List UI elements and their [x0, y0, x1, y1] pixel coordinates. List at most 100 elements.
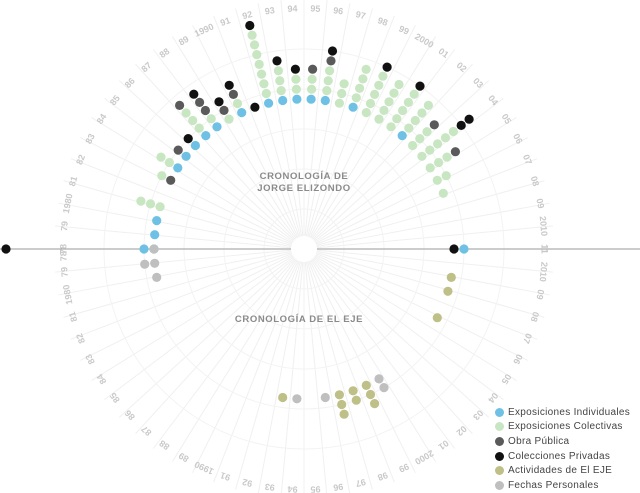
event-dot-eje[interactable] — [278, 392, 288, 403]
event-dot-individuales[interactable] — [320, 95, 330, 106]
event-dot-colectivas[interactable] — [441, 171, 451, 181]
event-dot-colectivas[interactable] — [409, 89, 419, 99]
event-dot-colectivas[interactable] — [325, 66, 335, 76]
event-dot-colectivas[interactable] — [261, 88, 271, 99]
event-dot-colectivas[interactable] — [358, 74, 368, 84]
event-dot-personales[interactable] — [149, 244, 159, 254]
event-dot-colectivas[interactable] — [379, 105, 389, 115]
event-dot-privadas[interactable] — [183, 134, 193, 144]
event-dot-eje[interactable] — [348, 386, 358, 396]
event-dot-privadas[interactable] — [456, 120, 466, 130]
event-dot-colectivas[interactable] — [370, 89, 380, 99]
event-dot-colectivas[interactable] — [423, 100, 433, 110]
event-dot-colectivas[interactable] — [157, 171, 167, 181]
event-dot-colectivas[interactable] — [254, 59, 264, 69]
legend-item-privadas[interactable]: Colecciones Privadas — [495, 449, 640, 464]
event-dot-personales[interactable] — [379, 383, 389, 393]
event-dot-individuales[interactable] — [397, 131, 407, 141]
event-dot-individuales[interactable] — [237, 108, 247, 118]
event-dot-colectivas[interactable] — [438, 188, 448, 198]
event-dot-privadas[interactable] — [214, 97, 224, 107]
event-dot-individuales[interactable] — [459, 244, 469, 254]
event-dot-colectivas[interactable] — [252, 50, 262, 60]
event-dot-colectivas[interactable] — [188, 115, 198, 126]
event-dot-colectivas[interactable] — [365, 98, 376, 109]
event-dot-colectivas[interactable] — [374, 114, 384, 124]
event-dot-colectivas[interactable] — [425, 163, 435, 173]
event-dot-individuales[interactable] — [201, 131, 211, 141]
event-dot-personales[interactable] — [320, 392, 330, 403]
event-dot-individuales[interactable] — [212, 122, 222, 132]
event-dot-obra[interactable] — [308, 64, 318, 74]
event-dot-personales[interactable] — [140, 259, 150, 269]
event-dot-colectivas[interactable] — [291, 84, 301, 94]
event-dot-colectivas[interactable] — [433, 139, 443, 149]
event-dot-colectivas[interactable] — [273, 66, 283, 76]
legend-item-eje[interactable]: Actividades de El EJE — [495, 463, 640, 478]
event-dot-colectivas[interactable] — [156, 152, 166, 162]
event-dot-eje[interactable] — [334, 390, 344, 400]
legend-item-personales[interactable]: Fechas Personales — [495, 478, 640, 493]
event-dot-colectivas[interactable] — [257, 69, 267, 79]
event-dot-individuales[interactable] — [150, 230, 160, 240]
event-dot-personales[interactable] — [374, 374, 384, 384]
event-dot-obra[interactable] — [200, 105, 210, 116]
event-dot-individuales[interactable] — [278, 95, 288, 106]
event-dot-colectivas[interactable] — [404, 123, 414, 133]
event-dot-privadas[interactable] — [382, 62, 392, 72]
event-dot-colectivas[interactable] — [337, 88, 347, 99]
event-dot-colectivas[interactable] — [275, 76, 285, 86]
event-dot-colectivas[interactable] — [322, 86, 332, 96]
event-dot-colectivas[interactable] — [432, 175, 442, 185]
event-dot-colectivas[interactable] — [361, 108, 371, 118]
event-dot-privadas[interactable] — [327, 46, 338, 56]
event-dot-obra[interactable] — [175, 100, 185, 110]
event-dot-privadas[interactable] — [224, 80, 234, 90]
event-dot-obra[interactable] — [166, 175, 176, 185]
event-dot-individuales[interactable] — [306, 94, 316, 104]
event-dot-individuales[interactable] — [264, 98, 274, 108]
event-dot-colectivas[interactable] — [408, 140, 418, 151]
event-dot-colectivas[interactable] — [181, 108, 191, 118]
event-dot-privadas[interactable] — [464, 114, 474, 124]
event-dot-obra[interactable] — [219, 105, 229, 115]
event-dot-colectivas[interactable] — [249, 40, 260, 50]
event-dot-colectivas[interactable] — [378, 71, 388, 81]
event-dot-obra[interactable] — [228, 89, 238, 99]
event-dot-eje[interactable] — [365, 389, 376, 400]
event-dot-colectivas[interactable] — [155, 202, 165, 212]
event-dot-obra[interactable] — [326, 56, 336, 66]
event-dot-obra[interactable] — [429, 120, 439, 130]
legend-item-individuales[interactable]: Exposiciones Individuales — [495, 405, 640, 420]
event-dot-privadas[interactable] — [1, 244, 11, 254]
event-dot-individuales[interactable] — [190, 140, 200, 151]
event-dot-colectivas[interactable] — [384, 97, 394, 107]
event-dot-colectivas[interactable] — [392, 114, 402, 124]
event-dot-colectivas[interactable] — [422, 127, 432, 137]
event-dot-colectivas[interactable] — [361, 64, 371, 74]
event-dot-colectivas[interactable] — [415, 134, 425, 144]
event-dot-colectivas[interactable] — [410, 115, 420, 126]
event-dot-colectivas[interactable] — [389, 88, 399, 98]
event-dot-colectivas[interactable] — [386, 122, 396, 132]
event-dot-individuales[interactable] — [152, 216, 162, 226]
event-dot-colectivas[interactable] — [425, 145, 435, 155]
event-dot-personales[interactable] — [152, 272, 162, 282]
event-dot-eje[interactable] — [361, 380, 371, 390]
event-dot-colectivas[interactable] — [442, 152, 452, 162]
event-dot-individuales[interactable] — [181, 151, 191, 161]
event-dot-personales[interactable] — [292, 394, 302, 404]
event-dot-personales[interactable] — [150, 258, 160, 268]
event-dot-colectivas[interactable] — [323, 76, 333, 86]
event-dot-colectivas[interactable] — [394, 79, 404, 90]
event-dot-eje[interactable] — [351, 395, 361, 405]
event-dot-privadas[interactable] — [245, 20, 255, 31]
event-dot-colectivas[interactable] — [206, 114, 216, 124]
event-dot-colectivas[interactable] — [417, 108, 427, 118]
event-dot-colectivas[interactable] — [291, 74, 301, 84]
event-dot-individuales[interactable] — [173, 163, 183, 173]
event-dot-obra[interactable] — [450, 147, 460, 157]
event-dot-colectivas[interactable] — [247, 30, 257, 40]
event-dot-eje[interactable] — [339, 409, 349, 419]
event-dot-privadas[interactable] — [272, 56, 282, 66]
